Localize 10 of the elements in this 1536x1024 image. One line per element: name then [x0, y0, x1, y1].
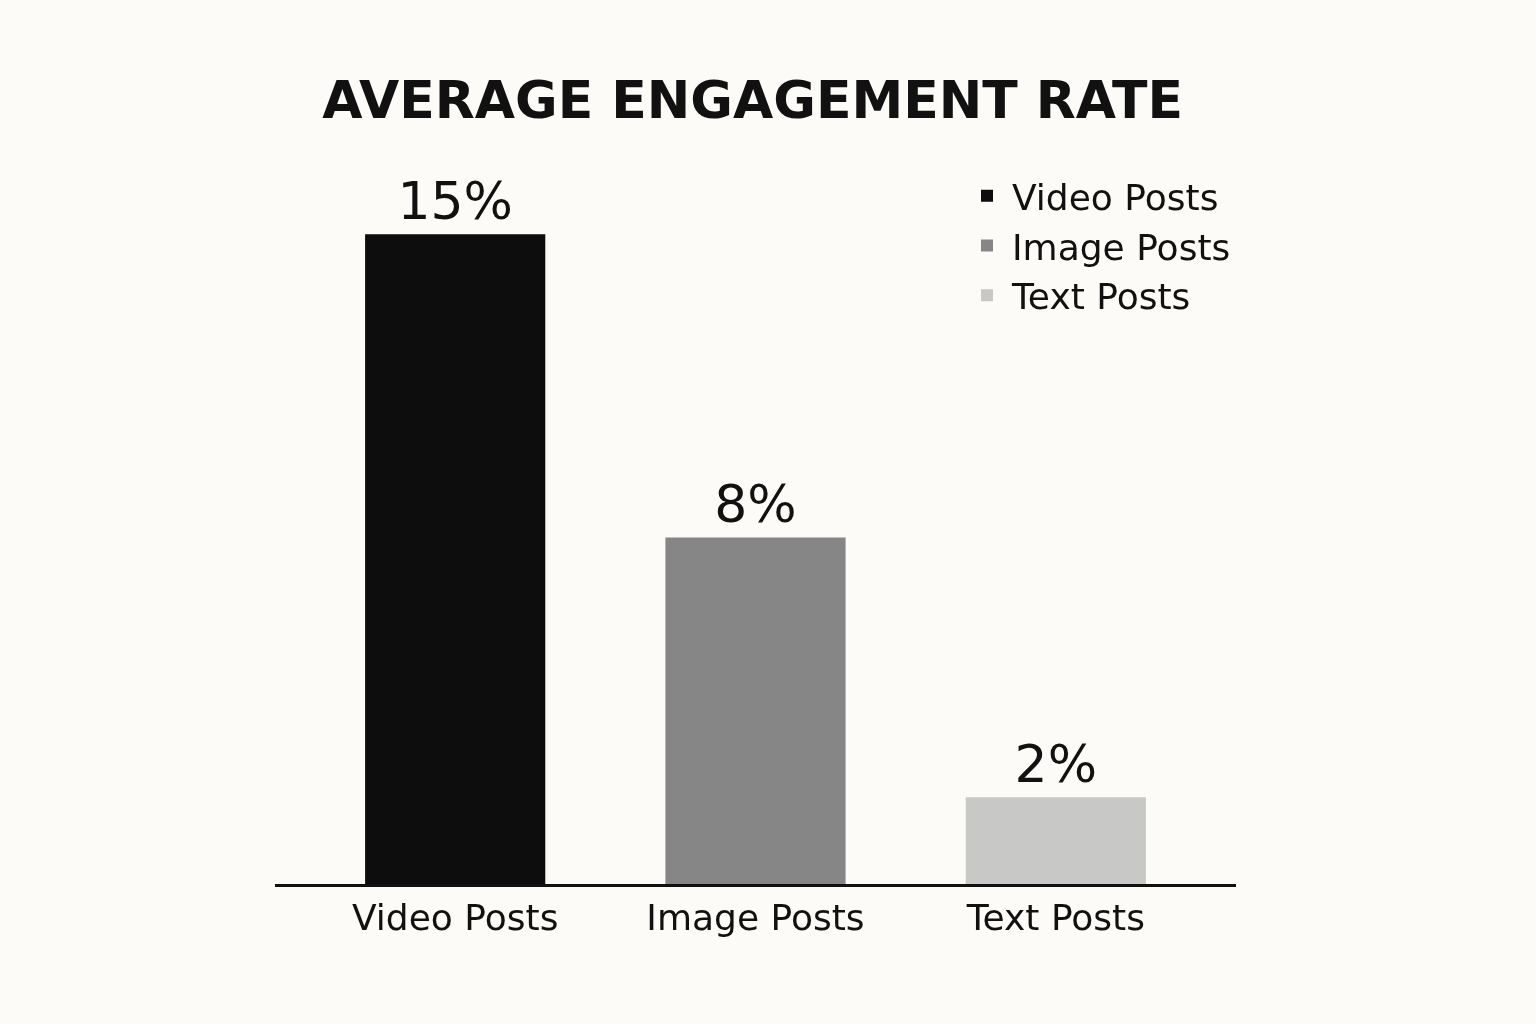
data-label: 15%: [397, 171, 513, 232]
legend-label: Video Posts: [1012, 176, 1219, 218]
legend-label: Image Posts: [1012, 226, 1231, 268]
x-tick-label: Video Posts: [351, 897, 559, 939]
x-tick-label: Text Posts: [965, 897, 1145, 939]
data-label: 8%: [714, 474, 797, 535]
chart-title: AVERAGE ENGAGEMENT RATE: [322, 70, 1184, 131]
legend-label: Text Posts: [1011, 276, 1191, 318]
x-tick-label: Image Posts: [646, 897, 865, 939]
data-label: 2%: [1014, 734, 1098, 795]
